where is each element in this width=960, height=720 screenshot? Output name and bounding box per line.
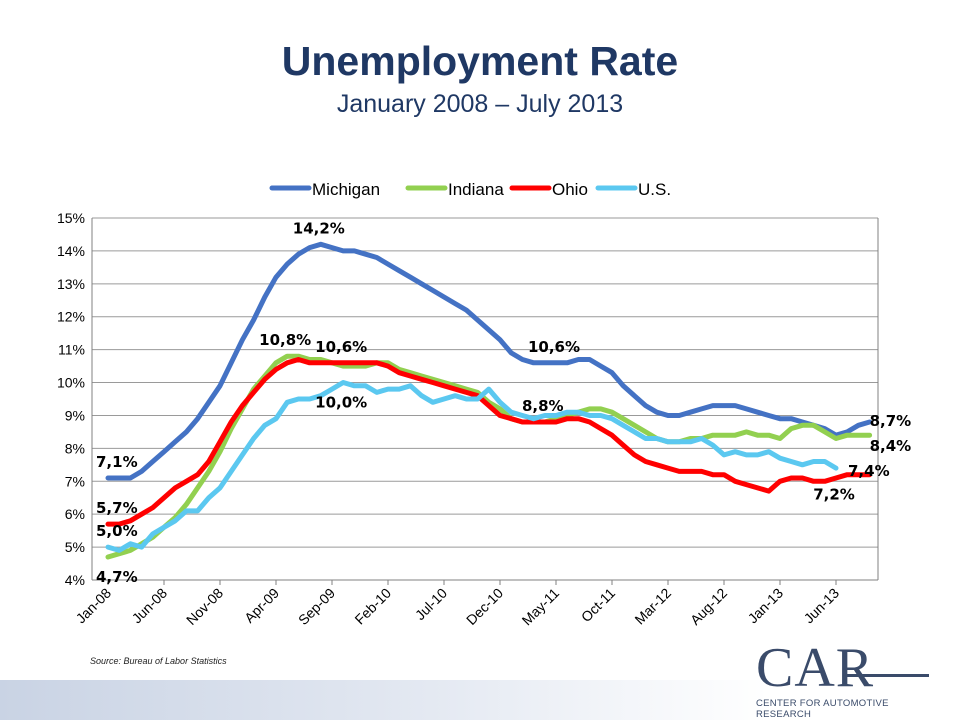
x-tick-label: Mar-12 [631,585,674,628]
chart-subtitle: January 2008 – July 2013 [336,90,624,118]
x-tick-label: Nov-08 [183,585,226,628]
x-tick-label: Jan-13 [745,585,787,627]
source-note: Source: Bureau of Labor Statistics [90,656,227,666]
series-line-us [105,380,839,553]
y-tick-label: 5% [65,539,85,555]
x-tick-label: Sep-09 [295,585,338,628]
y-tick-label: 8% [65,440,85,456]
legend-label: Michigan [312,180,380,199]
logo-underline [844,674,929,677]
y-tick-label: 15% [57,210,85,226]
x-tick-label: Apr-09 [241,585,282,626]
series-line-ohio [105,357,873,527]
x-tick-label: Feb-10 [351,585,394,628]
data-label: 10,6% [528,338,580,356]
y-tick-label: 9% [65,407,85,423]
x-tick-label: Jul-10 [412,585,450,623]
data-label: 7,1% [96,453,138,471]
x-tick-label: Oct-11 [578,585,618,625]
series-line-michigan [105,241,873,481]
logo-tagline: CENTER FOR AUTOMOTIVE RESEARCH [756,698,889,720]
logo-letters: CAR [756,637,875,699]
x-tick-label: May-11 [519,585,563,629]
y-tick-label: 6% [65,506,85,522]
x-tick-label: Dec-10 [463,585,506,628]
x-tick-label: Aug-12 [687,585,730,628]
data-label: 8,7% [870,412,912,430]
y-tick-label: 7% [65,473,85,489]
chart-title: Unemployment Rate [281,38,679,84]
y-tick-label: 14% [57,243,85,259]
data-label: 10,8% [259,331,311,349]
data-label: 5,0% [96,522,138,540]
x-tick-label: Jun-13 [801,585,843,627]
data-label: 7,2% [813,486,855,504]
data-label: 7,4% [848,462,890,480]
data-label: 5,7% [96,499,138,517]
x-tick-label: Jun-08 [129,585,171,627]
data-label: 14,2% [293,219,345,237]
legend-label: Ohio [552,180,588,199]
y-tick-label: 12% [57,309,85,325]
y-tick-label: 11% [58,342,85,358]
y-tick-label: 13% [57,276,85,292]
data-label: 4,7% [96,568,138,586]
legend-label: Indiana [448,180,504,199]
y-tick-label: 4% [65,572,85,588]
data-label: 10,6% [315,338,367,356]
data-label: 8,4% [870,437,912,455]
legend-label: U.S. [638,180,671,199]
data-label: 8,8% [522,397,564,415]
x-tick-label: Jan-08 [73,585,115,627]
footer-band [0,680,960,720]
car-logo: CAR CENTER FOR AUTOMOTIVE RESEARCH [756,637,936,720]
data-label: 10,0% [315,394,367,412]
y-tick-label: 10% [57,375,85,391]
